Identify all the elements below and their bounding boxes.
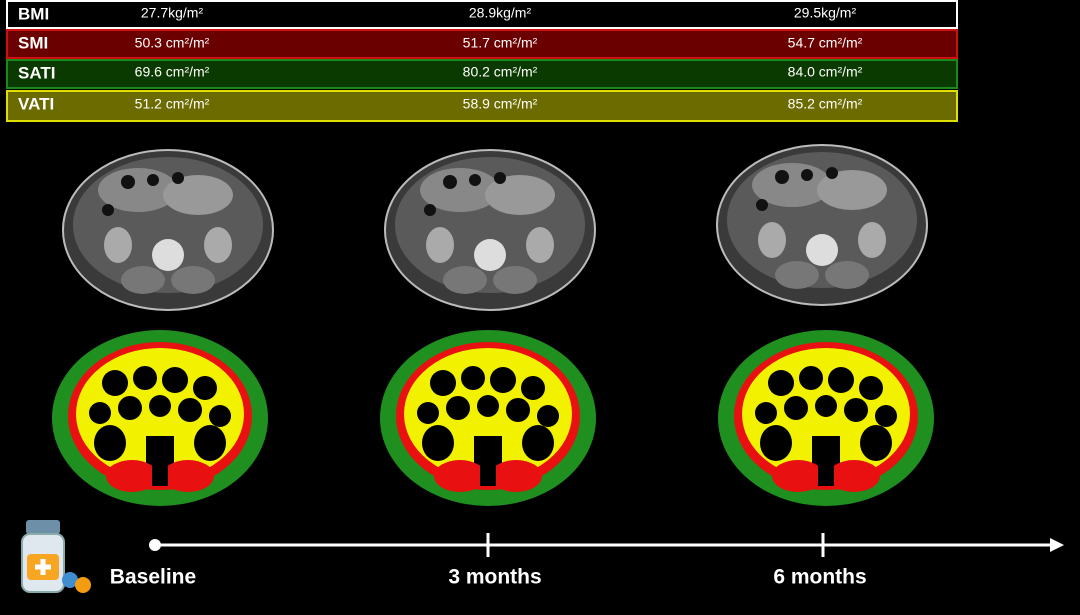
timeline-label: Baseline xyxy=(110,566,196,589)
segmentation-image xyxy=(52,330,268,506)
ct-image xyxy=(384,149,596,311)
cell: 51.7 cm²/m² xyxy=(463,35,538,51)
cell: 29.5kg/m² xyxy=(794,5,857,21)
ct-image xyxy=(62,149,274,311)
row-vati xyxy=(6,90,958,122)
row-label: SMI xyxy=(18,33,48,52)
ct-image xyxy=(716,144,928,306)
timeline-arrow xyxy=(1050,538,1064,552)
cell: 84.0 cm²/m² xyxy=(788,64,863,80)
cell: 69.6 cm²/m² xyxy=(135,64,210,80)
row-bmi xyxy=(6,0,958,29)
cell: 28.9kg/m² xyxy=(469,5,532,21)
segmentation-image xyxy=(718,330,934,506)
cell: 27.7kg/m² xyxy=(141,5,204,21)
timeline-label: 3 months xyxy=(448,566,541,589)
timeline-label: 6 months xyxy=(773,566,866,589)
cell: 50.3 cm²/m² xyxy=(135,35,210,51)
cell: 80.2 cm²/m² xyxy=(463,64,538,80)
row-smi xyxy=(6,29,958,59)
row-label: SATI xyxy=(18,63,55,82)
timeline-start xyxy=(149,539,161,551)
cell: 58.9 cm²/m² xyxy=(463,96,538,112)
cell: 85.2 cm²/m² xyxy=(788,96,863,112)
cell: 54.7 cm²/m² xyxy=(788,35,863,51)
row-label: VATI xyxy=(18,94,54,113)
cell: 51.2 cm²/m² xyxy=(135,96,210,112)
segmentation-image xyxy=(380,330,596,506)
row-sati xyxy=(6,59,958,89)
medicine-icon xyxy=(21,520,91,593)
row-label: BMI xyxy=(18,4,49,23)
